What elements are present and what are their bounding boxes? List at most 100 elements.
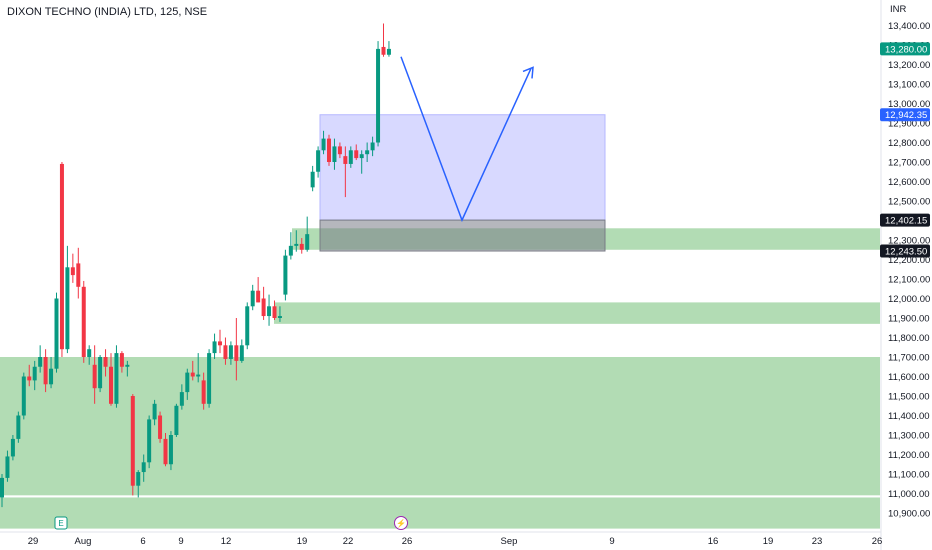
candle-up (370, 142, 375, 151)
candle-up (38, 357, 43, 367)
earnings-event-icon (54, 516, 68, 530)
candle-up (250, 290, 255, 307)
price-tick-label: 11,100.00 (888, 470, 930, 481)
candle-down (109, 366, 113, 404)
candle-up (168, 435, 173, 465)
candle-down (223, 345, 228, 359)
price-tag (880, 42, 930, 56)
price-tick-label: 10,900.00 (888, 509, 930, 520)
candle-down (261, 298, 266, 317)
candle-up (283, 255, 288, 295)
candle-up (359, 154, 364, 159)
candle-down (92, 364, 97, 389)
candle-up (185, 372, 190, 393)
candle-down (163, 438, 168, 465)
time-tick-label: 9 (178, 536, 183, 547)
support-zone-wide (0, 357, 880, 496)
price-tick-label: 12,600.00 (888, 177, 930, 188)
candle-up (174, 405, 179, 435)
chart-title: DIXON TECHNO (INDIA) LTD, 125, NSE (7, 6, 208, 18)
price-tick-label: 12,100.00 (888, 275, 930, 286)
candle-down (343, 156, 348, 164)
candle-down (43, 357, 48, 385)
currency-label: INR (890, 4, 907, 15)
candle-up (228, 345, 233, 359)
support-zone-bottom (0, 497, 880, 529)
price-tag-label: 12,942.35 (885, 110, 927, 121)
candle-down (299, 243, 304, 250)
price-tick-label: 13,000.00 (888, 99, 930, 110)
price-axis[interactable]: INR 10,900.00 11,000.00 11,100.00 11,200.00 1… (880, 0, 930, 550)
candle-down (327, 138, 331, 162)
time-tick-label: 19 (297, 536, 308, 547)
candle-up (332, 146, 337, 162)
time-tick-label: 26 (402, 536, 413, 547)
time-tick-label: Sep (501, 536, 518, 547)
price-tag-label: 13,280.00 (885, 44, 927, 55)
candle-down (190, 372, 195, 377)
dividend-split-event-icon-symbol: ⚡ (396, 518, 406, 528)
candle-up (212, 341, 217, 354)
candle-up (321, 138, 326, 151)
dividend-split-event-icon (394, 516, 408, 530)
candle-up (98, 357, 103, 389)
candle-down (130, 396, 135, 486)
candle-up (141, 462, 146, 473)
time-tick-label: 26 (872, 536, 883, 547)
candle-up (310, 171, 315, 188)
candle-up (16, 415, 21, 439)
candle-up (294, 243, 299, 246)
price-tick-label: 11,900.00 (888, 314, 930, 325)
price-tick-label: 12,900.00 (888, 119, 930, 130)
candle-up (54, 298, 59, 369)
candle-down (218, 341, 222, 346)
time-tick-label: Aug (75, 536, 92, 547)
price-tag (880, 244, 930, 258)
candle-up (245, 306, 250, 346)
time-axis[interactable]: 29 Aug 6 9 12 19 22 26 Sep 9 16 19 23 26 (0, 531, 883, 547)
price-tick-label: 13,100.00 (888, 80, 930, 91)
candle-up (21, 376, 26, 416)
candle-down (272, 306, 277, 318)
candle-up (136, 472, 141, 486)
price-tick-label: 11,400.00 (888, 411, 930, 422)
price-tag-label: 12,402.15 (885, 216, 927, 227)
candle-up (114, 353, 119, 404)
candles-layer (0, 23, 391, 508)
price-tags: 13,280.00 12,942.35 12,402.15 12,243.50 (880, 42, 930, 258)
candle-up (196, 374, 201, 377)
candle-down (337, 146, 342, 155)
time-tick-label: 9 (609, 536, 614, 547)
price-tick-label: 12,800.00 (888, 138, 930, 149)
time-tick-label: 23 (812, 536, 823, 547)
candle-up (10, 438, 15, 457)
candle-down (354, 150, 359, 159)
candle-down (234, 345, 239, 361)
events-layer: E ⚡ (54, 516, 408, 530)
time-tick-label: 29 (28, 536, 39, 547)
candle-up (305, 234, 310, 250)
candle-up (316, 150, 321, 172)
candle-up (376, 48, 381, 143)
price-tag-label: 12,243.50 (885, 247, 927, 258)
price-tick-label: 11,300.00 (888, 431, 930, 442)
candle-up (0, 477, 4, 498)
price-tick-label: 12,500.00 (888, 197, 930, 208)
candle-up (239, 345, 244, 361)
candle-up (32, 366, 37, 381)
gap-range-box (319, 219, 606, 252)
candle-up (277, 316, 282, 318)
candle-down (59, 163, 64, 350)
price-tick-label: 12,300.00 (888, 236, 930, 247)
support-zone-middle (274, 302, 880, 324)
candle-up (348, 150, 353, 164)
price-tick-label: 12,200.00 (888, 255, 930, 266)
candle-up (386, 48, 391, 55)
price-tag (880, 213, 930, 227)
price-tag (880, 108, 930, 122)
projection-path (400, 56, 532, 223)
candle-up (49, 368, 54, 385)
candle-up (147, 419, 152, 463)
candle-up (267, 306, 272, 317)
